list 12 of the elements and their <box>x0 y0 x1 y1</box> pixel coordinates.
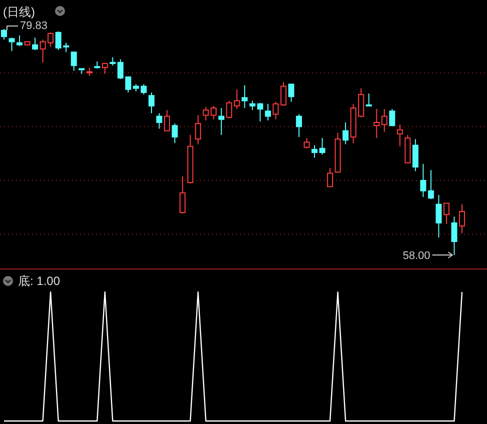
candlestick <box>451 216 458 256</box>
candlestick <box>381 108 388 132</box>
candlestick <box>459 204 465 234</box>
candlestick <box>296 114 302 138</box>
annotation: 79.83 <box>20 20 48 32</box>
candlestick <box>218 107 224 136</box>
candlestick <box>436 194 442 238</box>
chart-title: (日线) <box>3 5 35 19</box>
candlestick <box>242 84 248 108</box>
annotation: 58.00 <box>402 250 430 262</box>
chart-title: 底: 1.00 <box>18 274 60 288</box>
candlestick <box>374 108 380 139</box>
